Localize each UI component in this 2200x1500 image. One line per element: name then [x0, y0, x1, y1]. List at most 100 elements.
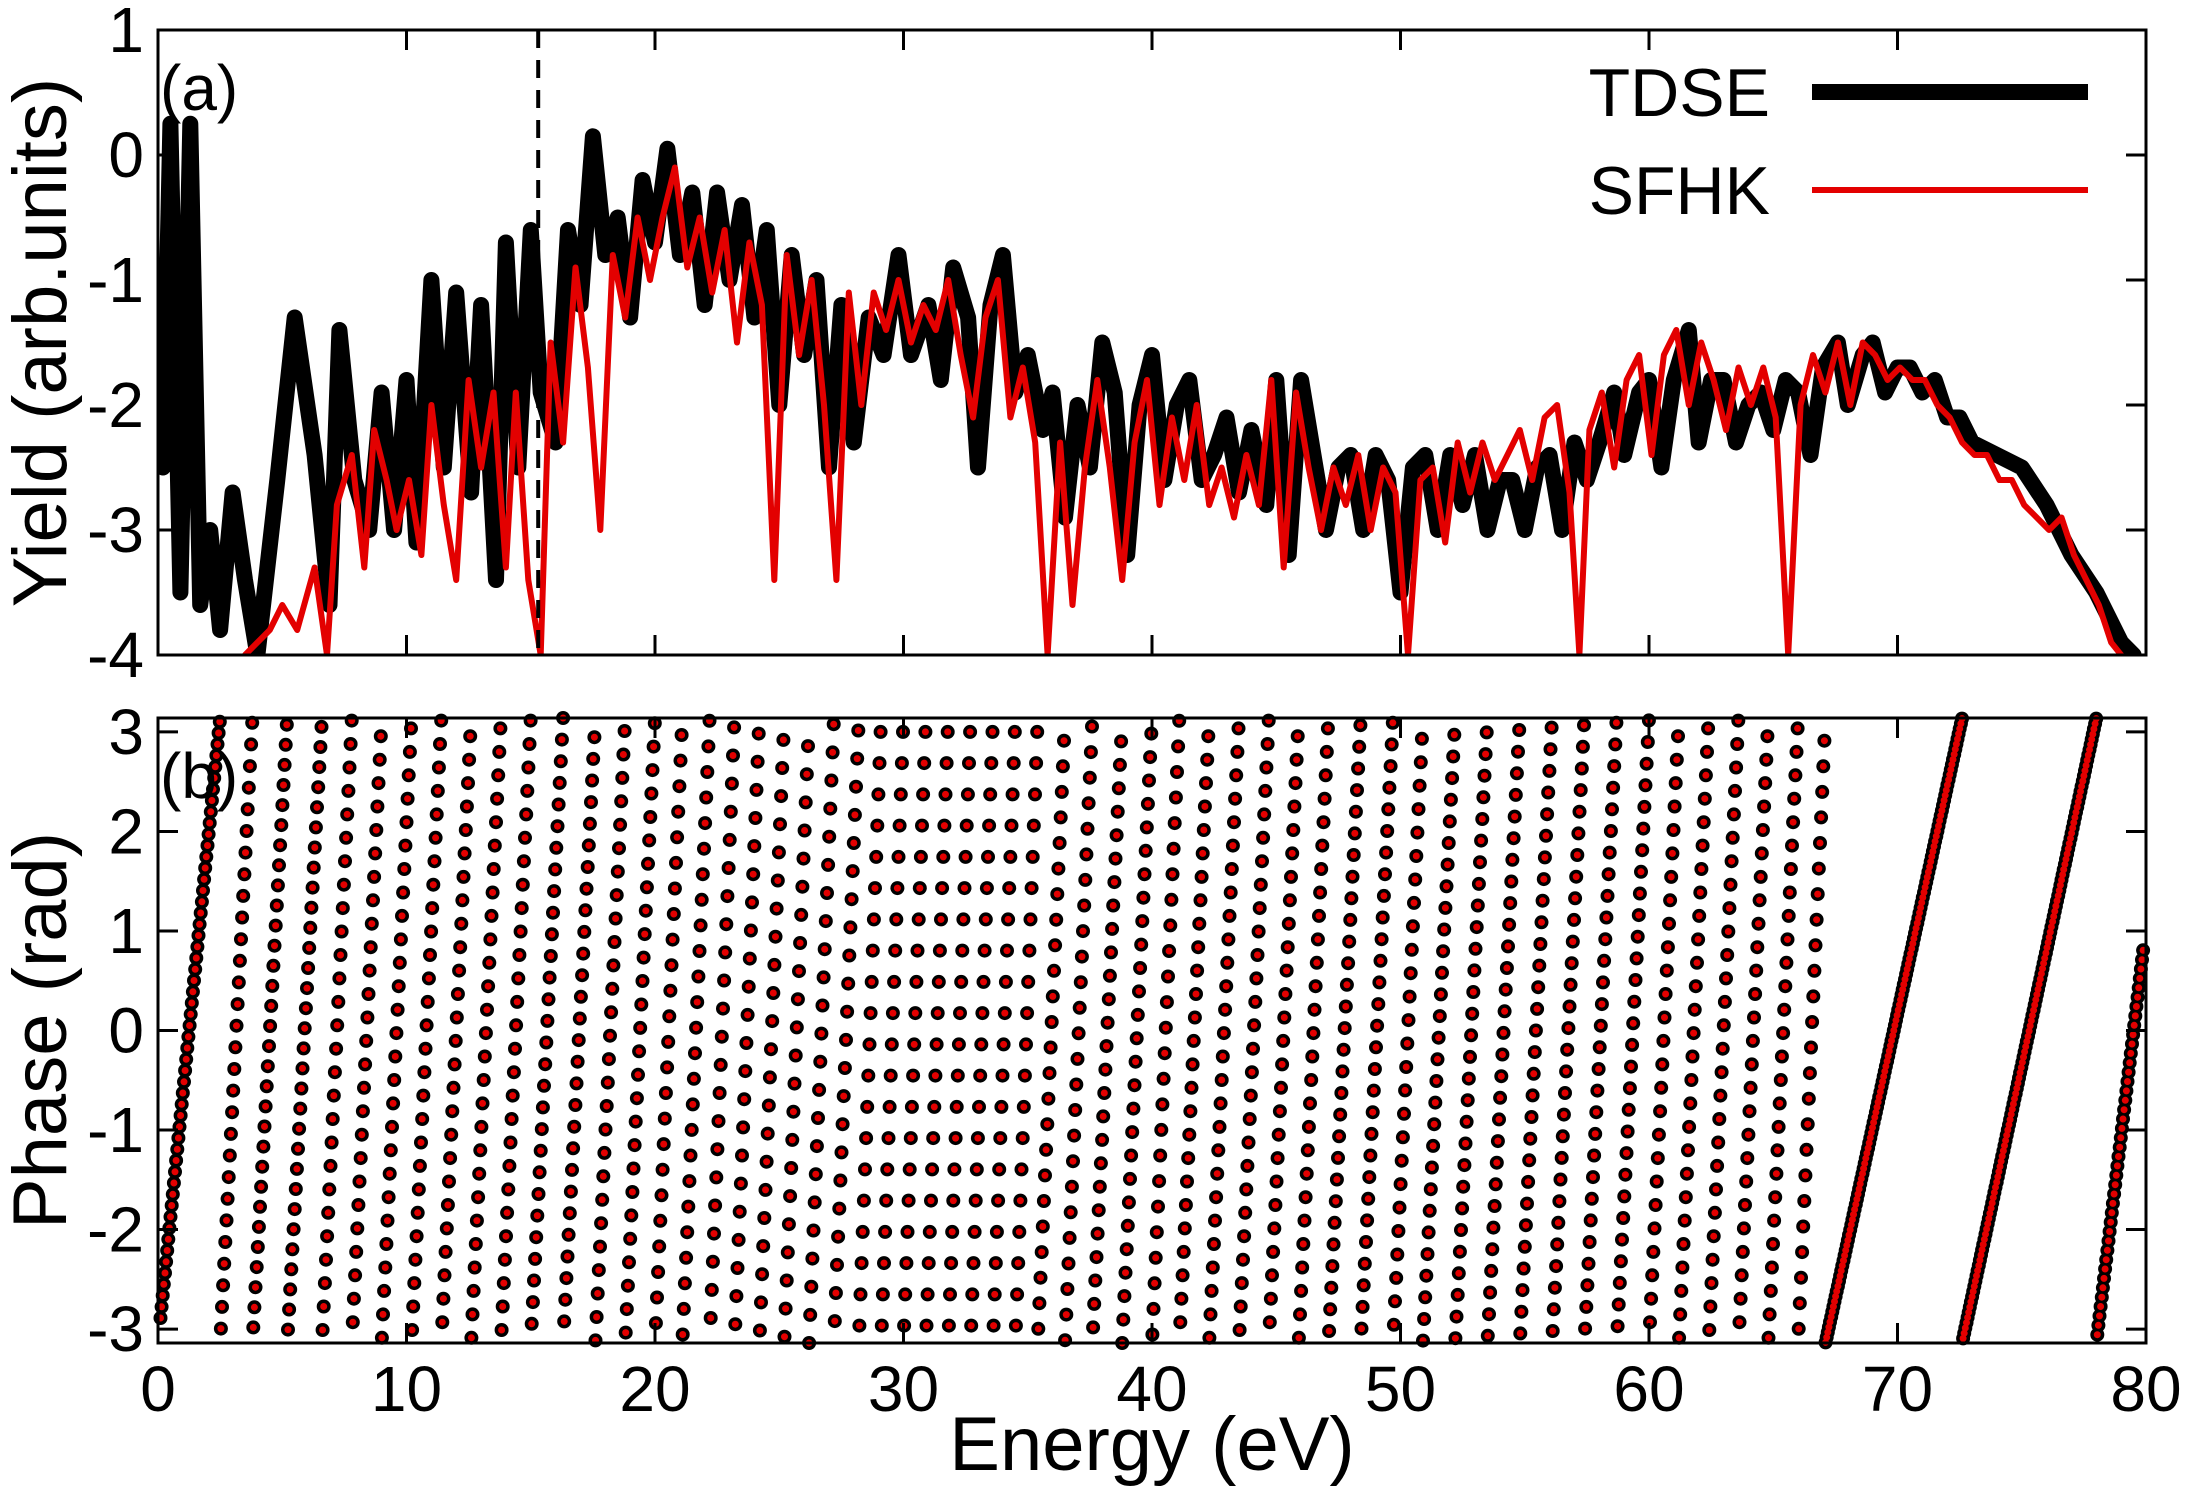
sfhk-phase-point: [2110, 1190, 2118, 1198]
sfhk-phase-point: [181, 1067, 189, 1074]
sfhk-phase-point: [986, 790, 994, 798]
sfhk-phase-point: [1379, 914, 1387, 921]
sfhk-phase-point: [1596, 1043, 1604, 1051]
sfhk-phase-point: [1008, 822, 1015, 830]
sfhk-phase-point: [815, 1086, 823, 1094]
sfhk-phase-point: [509, 1092, 517, 1100]
sfhk-phase-point: [1074, 1055, 1081, 1063]
sfhk-phase-point: [1516, 1329, 1524, 1337]
sfhk-phase-point: [2124, 1078, 2131, 1085]
sfhk-phase-point: [255, 1223, 263, 1231]
sfhk-phase-point: [261, 1123, 268, 1130]
sfhk-phase-point: [163, 1247, 171, 1254]
sfhk-phase-point: [1950, 750, 1958, 758]
sfhk-phase-point: [1033, 728, 1041, 736]
sfhk-phase-point: [2012, 1090, 2020, 1098]
sfhk-phase-point: [495, 748, 503, 756]
sfhk-phase-point: [1101, 1066, 1109, 1074]
sfhk-phase-point: [341, 857, 349, 865]
sfhk-phase-point: [1108, 925, 1116, 933]
sfhk-phase-point: [217, 1325, 225, 1333]
sfhk-phase-point: [764, 1130, 772, 1138]
panel-a-y-tick-label: 1: [108, 0, 144, 66]
sfhk-phase-point: [703, 768, 711, 776]
sfhk-phase-point: [354, 1201, 362, 1209]
sfhk-phase-point: [1618, 1236, 1626, 1244]
sfhk-phase-point: [968, 1290, 976, 1298]
sfhk-phase-point: [225, 1173, 233, 1181]
sfhk-phase-point: [977, 1040, 985, 1048]
sfhk-phase-point: [1097, 1159, 1105, 1167]
sfhk-phase-point: [723, 892, 731, 900]
sfhk-phase-point: [168, 1202, 176, 1209]
sfhk-phase-point: [1259, 834, 1267, 842]
sfhk-phase-point: [1997, 1157, 2005, 1165]
sfhk-phase-point: [1536, 940, 1544, 948]
sfhk-phase-point: [1634, 933, 1642, 941]
sfhk-phase-point: [1320, 818, 1327, 826]
sfhk-phase-point: [853, 755, 861, 763]
sfhk-phase-point: [2108, 1209, 2116, 1217]
sfhk-phase-point: [1966, 1303, 1974, 1311]
sfhk-phase-point: [1182, 1201, 1190, 1209]
sfhk-phase-point: [744, 1011, 752, 1019]
sfhk-phase-point: [2003, 1131, 2011, 1139]
sfhk-phase-point: [510, 1068, 518, 1076]
sfhk-phase-point: [1208, 1287, 1216, 1295]
sfhk-phase-point: [1133, 1034, 1141, 1042]
sfhk-phase-point: [1062, 1311, 1070, 1319]
sfhk-phase-point: [1124, 1222, 1132, 1230]
sfhk-phase-point: [897, 790, 905, 798]
sfhk-phase-point: [980, 978, 987, 986]
sfhk-phase-point: [1524, 1178, 1532, 1186]
sfhk-phase-point: [300, 1044, 308, 1052]
sfhk-phase-point: [228, 1108, 236, 1116]
sfhk-phase-point: [1579, 743, 1587, 751]
sfhk-phase-point: [924, 1290, 932, 1298]
sfhk-phase-point: [474, 1193, 482, 1201]
sfhk-phase-point: [1293, 756, 1301, 764]
sfhk-phase-point: [1241, 1209, 1249, 1217]
sfhk-phase-point: [1211, 1217, 1219, 1225]
sfhk-phase-point: [759, 1242, 767, 1250]
sfhk-phase-point: [712, 1173, 720, 1181]
sfhk-phase-point: [1302, 1193, 1310, 1201]
sfhk-phase-point: [1368, 1130, 1375, 1138]
sfhk-phase-point: [1525, 1156, 1533, 1164]
sfhk-phase-point: [545, 995, 552, 1003]
sfhk-phase-point: [614, 868, 622, 876]
sfhk-phase-point: [1492, 1180, 1500, 1188]
sfhk-phase-point: [536, 1168, 544, 1176]
sfhk-phase-point: [1402, 1063, 1410, 1071]
sfhk-phase-point: [1812, 941, 1819, 949]
sfhk-phase-point: [1555, 1197, 1563, 1205]
sfhk-phase-point: [1180, 1248, 1188, 1256]
sfhk-phase-point: [394, 1006, 402, 1014]
sfhk-phase-point: [1551, 1284, 1559, 1292]
sfhk-phase-point: [1523, 1200, 1531, 1208]
sfhk-phase-point: [1627, 1063, 1635, 1071]
sfhk-phase-point: [796, 939, 804, 947]
sfhk-phase-point: [1276, 1107, 1284, 1115]
sfhk-phase-point: [1640, 803, 1648, 811]
sfhk-phase-point: [618, 774, 626, 782]
sfhk-phase-point: [1084, 825, 1091, 833]
sfhk-phase-point: [1602, 914, 1610, 921]
sfhk-phase-point: [231, 1043, 239, 1051]
sfhk-phase-point: [418, 1115, 426, 1123]
sfhk-phase-point: [207, 808, 215, 816]
sfhk-phase-point: [1410, 899, 1418, 907]
sfhk-phase-point: [299, 1064, 306, 1072]
sfhk-phase-point: [1690, 1029, 1698, 1037]
sfhk-phase-point: [549, 909, 557, 917]
sfhk-phase-point: [758, 1270, 766, 1278]
sfhk-phase-point: [2113, 1162, 2121, 1170]
sfhk-phase-point: [1448, 774, 1456, 782]
sfhk-phase-point: [1655, 1131, 1663, 1139]
sfhk-phase-point: [343, 810, 351, 818]
sfhk-phase-point: [1347, 894, 1355, 902]
sfhk-phase-point: [719, 1005, 727, 1013]
sfhk-phase-point: [1053, 890, 1061, 898]
sfhk-phase-point: [1539, 897, 1547, 905]
sfhk-phase-point: [327, 1162, 334, 1170]
